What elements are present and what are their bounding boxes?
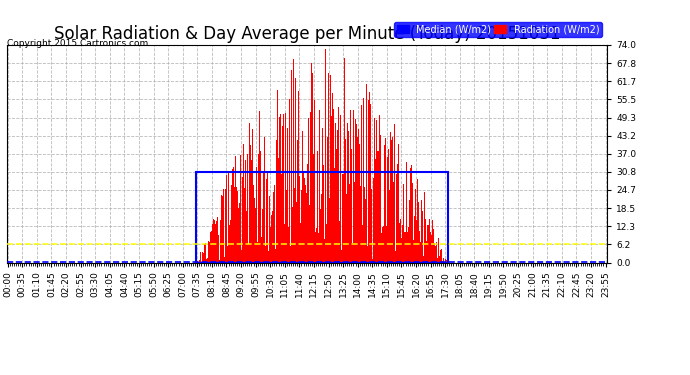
- Legend: Median (W/m2), Radiation (W/m2): Median (W/m2), Radiation (W/m2): [394, 22, 602, 38]
- Text: Copyright 2015 Cartronics.com: Copyright 2015 Cartronics.com: [7, 39, 148, 48]
- Title: Solar Radiation & Day Average per Minute (Today) 20151031: Solar Radiation & Day Average per Minute…: [54, 26, 560, 44]
- Bar: [197, 172, 448, 262]
